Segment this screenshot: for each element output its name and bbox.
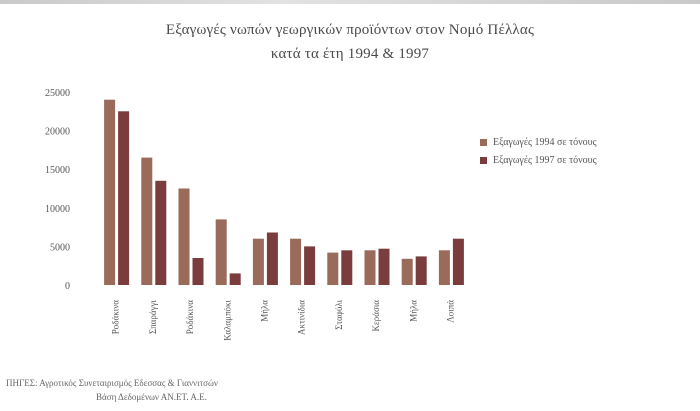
y-tick-label: 25000 [45,88,70,99]
x-category-label: Κεράσια [371,300,381,332]
bar-1994 [104,99,116,285]
bar-1997 [341,250,353,285]
bar-1994 [252,238,264,285]
bar-1994 [364,250,376,285]
legend-label-1994: Εξαγωγές 1994 σε τόνους [493,136,597,148]
legend: Εξαγωγές 1994 σε τόνους Εξαγωγές 1997 σε… [480,133,597,169]
source-note: ΠΗΓΕΣ: Αγροτικός Συνεταιρισμός Εδεσσας &… [6,376,218,404]
x-category-label: Σπαράγγι [148,299,158,334]
bar-1997 [452,238,464,285]
bar-1994 [215,219,227,285]
bar-1994 [327,252,339,285]
bar-1994 [178,188,190,285]
x-category-label: Ροδάκινα [185,300,195,334]
x-category-label: Μήλα [408,300,418,322]
legend-swatch-1994 [480,138,487,146]
bar-1997 [118,111,130,285]
bar-1997 [304,246,316,285]
x-category-label: Σταφύλι [334,299,344,329]
x-category-label: Καλαμπόκι [222,299,232,340]
legend-label-1997: Εξαγωγές 1997 σε τόνους [493,154,597,166]
y-tick-label: 5000 [50,242,70,253]
y-tick-label: 0 [65,281,70,292]
source-line-2: Βάση Δεδομένων ΑΝ.ΕΤ. Α.Ε. [96,392,207,402]
chart-title: Εξαγωγές νωπών γεωργικών προϊόντων στον … [165,22,535,38]
bar-1997 [229,273,241,285]
source-line-1: ΠΗΓΕΣ: Αγροτικός Συνεταιρισμός Εδεσσας &… [6,378,218,388]
y-tick-label: 20000 [45,127,70,138]
y-tick-label: 10000 [45,204,70,215]
x-category-label: Μήλα [259,300,269,322]
x-category-label: Ακτινίδια [297,300,307,335]
bar-1997 [155,180,167,285]
x-category-label: Λοιπά [445,300,455,323]
bar-1994 [438,250,450,285]
chart-title-block: Εξαγωγές νωπών γεωργικών προϊόντων στον … [0,18,700,66]
legend-item-1994: Εξαγωγές 1994 σε τόνους [480,133,597,151]
y-tick-label: 15000 [45,165,70,176]
top-border [0,0,700,4]
legend-swatch-1997 [480,156,487,164]
legend-item-1997: Εξαγωγές 1997 σε τόνους [480,151,597,169]
bar-1994 [290,238,302,285]
bar-1997 [378,248,390,285]
bar-1994 [141,157,153,285]
x-category-label: Ροδάκινα [111,300,121,334]
bar-1994 [401,258,413,285]
bar-1997 [192,258,204,285]
chart-subtitle: κατά τα έτη 1994 & 1997 [270,46,430,62]
bar-1997 [266,232,278,285]
bar-1997 [415,256,427,285]
